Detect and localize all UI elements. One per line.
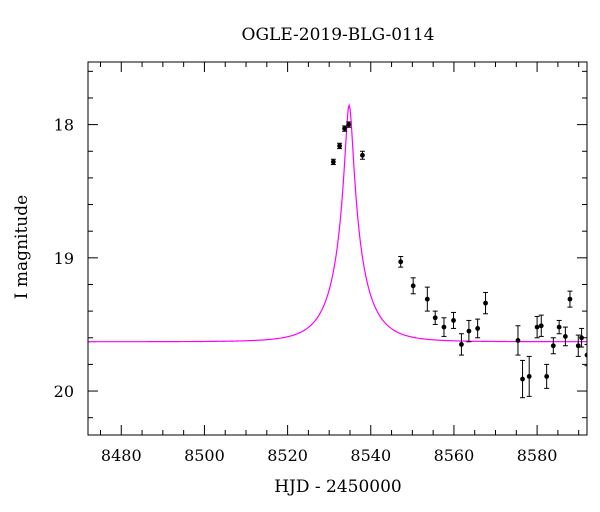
y-tick-label: 20: [54, 382, 74, 401]
data-point: [342, 125, 348, 132]
data-point: [562, 326, 568, 347]
x-tick-label: 8500: [184, 446, 225, 465]
data-point: [359, 150, 365, 160]
data-point: [441, 317, 447, 337]
data-points-layer: [330, 121, 587, 399]
data-point: [398, 255, 404, 268]
model-curve-layer: [88, 102, 587, 343]
data-point-marker: [451, 318, 456, 323]
data-point: [337, 142, 343, 150]
x-tick-label: 8580: [517, 446, 558, 465]
data-point: [579, 327, 585, 348]
data-point-marker: [579, 335, 584, 341]
x-tick-label: 8520: [267, 446, 308, 465]
data-point: [330, 158, 336, 166]
data-point: [346, 121, 352, 128]
data-point-marker: [515, 338, 521, 343]
data-point: [534, 315, 540, 339]
data-point: [410, 277, 416, 295]
data-point-marker: [360, 152, 365, 158]
data-point: [544, 363, 550, 389]
data-point-marker: [475, 326, 481, 331]
data-point: [556, 319, 562, 335]
data-point-marker: [410, 283, 416, 289]
data-point: [538, 314, 544, 337]
data-point-marker: [534, 324, 540, 330]
x-axis-label: HJD - 2450000: [274, 477, 402, 497]
data-point-marker: [342, 126, 347, 132]
data-point: [432, 310, 438, 325]
data-point: [520, 359, 526, 399]
data-point-marker: [459, 342, 464, 347]
plot-frame: [87, 61, 588, 436]
data-point-marker: [562, 334, 568, 339]
data-point: [567, 290, 573, 308]
data-point-marker: [550, 343, 556, 349]
data-point: [458, 333, 464, 356]
data-point: [550, 337, 556, 355]
data-point-marker: [441, 324, 447, 330]
data-point-marker: [567, 296, 573, 302]
data-point-marker: [538, 323, 544, 329]
x-tick-label: 8480: [101, 446, 142, 465]
data-point: [584, 343, 587, 367]
data-point: [424, 286, 430, 312]
data-point-marker: [466, 328, 472, 334]
axes-layer: 8480 8500 8520 8540 8560 8580 18 19 20: [54, 61, 588, 465]
y-tick-label: 18: [54, 116, 74, 135]
data-point-marker: [483, 300, 488, 306]
data-point-marker: [584, 352, 587, 358]
data-point-marker: [556, 324, 562, 330]
y-tick-label: 19: [54, 249, 74, 268]
data-point-marker: [520, 376, 525, 382]
data-point-marker: [330, 159, 336, 165]
data-point: [515, 325, 521, 356]
chart-title: OGLE-2019-BLG-0114: [242, 25, 435, 45]
data-point: [475, 318, 481, 339]
x-tick-label: 8540: [350, 446, 391, 465]
data-point: [451, 311, 457, 329]
data-point-marker: [398, 259, 404, 265]
x-tick-label: 8560: [434, 446, 475, 465]
data-point-marker: [526, 373, 532, 379]
y-axis-label: I magnitude: [12, 195, 32, 299]
data-point: [526, 355, 532, 397]
data-point-marker: [346, 122, 352, 128]
data-point-marker: [337, 143, 342, 149]
data-point: [483, 291, 489, 315]
data-point-marker: [424, 296, 430, 302]
data-point-marker: [432, 315, 438, 321]
data-point: [466, 319, 472, 343]
model-curve: [88, 102, 587, 343]
data-point-marker: [544, 373, 550, 379]
